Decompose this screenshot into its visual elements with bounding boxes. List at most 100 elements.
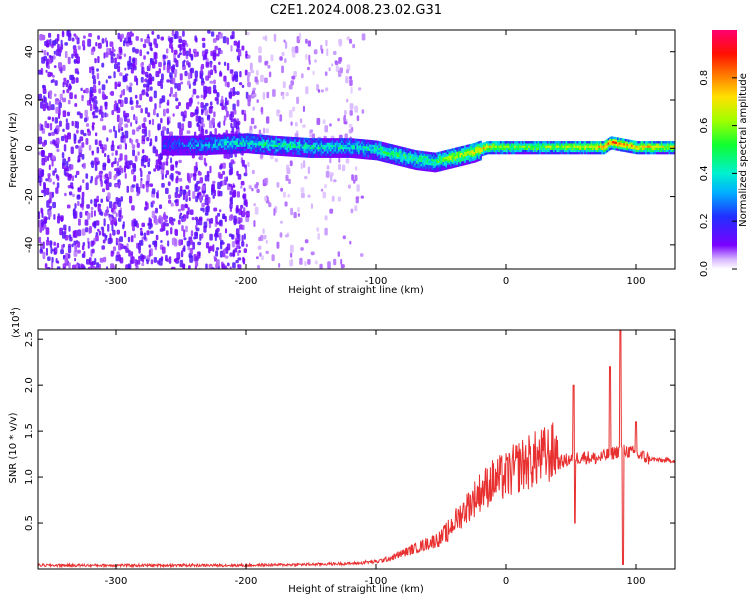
heatmap-ridge-cell bbox=[289, 154, 292, 157]
heatmap-noise-cell bbox=[236, 91, 240, 96]
heatmap-noise-cell bbox=[223, 115, 227, 121]
heatmap-ridge-cell bbox=[384, 151, 387, 154]
heatmap-ridge-cell bbox=[272, 146, 275, 149]
heatmap-noise-cell bbox=[264, 177, 268, 184]
heatmap-ridge-cell bbox=[259, 134, 262, 137]
heatmap-ridge-cell bbox=[228, 142, 231, 146]
heatmap-noise-cell bbox=[356, 115, 360, 122]
heatmap-noise-cell bbox=[225, 106, 228, 112]
heatmap-noise-cell bbox=[222, 263, 225, 269]
heatmap-noise-cell bbox=[100, 211, 104, 216]
heatmap-ridge-cell bbox=[367, 155, 370, 158]
heatmap-ridge-cell bbox=[169, 148, 172, 152]
heatmap-noise-cell bbox=[219, 103, 223, 107]
heatmap-ridge-cell bbox=[337, 151, 340, 154]
heatmap-ridge-cell bbox=[342, 138, 345, 141]
heatmap-ridge-cell bbox=[381, 155, 384, 158]
heatmap-ridge-cell bbox=[164, 142, 167, 145]
heatmap-noise-cell bbox=[266, 91, 270, 99]
heatmap-ridge-cell bbox=[241, 140, 244, 143]
heatmap-ridge-cell bbox=[333, 138, 336, 141]
heatmap-ridge-cell bbox=[417, 163, 420, 166]
heatmap-ridge-cell bbox=[170, 142, 174, 145]
heatmap-noise-cell bbox=[125, 247, 129, 253]
heatmap-ridge-cell bbox=[386, 149, 389, 152]
heatmap-ridge-cell bbox=[386, 156, 389, 159]
heatmap-ridge-cell bbox=[264, 150, 267, 153]
heatmap-noise-cell bbox=[98, 230, 101, 236]
heatmap-noise-cell bbox=[233, 40, 238, 46]
snr-x-axis-label: Height of straight line (km) bbox=[288, 584, 424, 595]
heatmap-ridge-cell bbox=[362, 139, 365, 142]
heatmap-noise-cell bbox=[119, 72, 123, 77]
heatmap-noise-cell bbox=[54, 80, 58, 86]
heatmap-noise-cell bbox=[95, 42, 98, 47]
heatmap-ridge-cell bbox=[306, 148, 309, 152]
heatmap-ridge-cell bbox=[197, 150, 200, 154]
heatmap-noise-cell bbox=[129, 137, 132, 143]
heatmap-noise-cell bbox=[181, 225, 184, 232]
heatmap-ridge-cell bbox=[291, 145, 294, 148]
heatmap-ridge-cell bbox=[248, 140, 252, 143]
heatmap-ridge-cell bbox=[354, 147, 358, 150]
heatmap-noise-cell bbox=[205, 61, 210, 68]
heatmap-ridge-cell bbox=[397, 161, 400, 164]
heatmap-ridge-cell bbox=[336, 149, 339, 152]
heatmap-ridge-cell bbox=[389, 156, 392, 160]
heatmap-ridge-cell bbox=[205, 143, 208, 147]
heatmap-ridge-cell bbox=[359, 154, 362, 157]
heatmap-ridge-cell bbox=[189, 144, 192, 147]
heatmap-noise-cell bbox=[237, 40, 241, 46]
heatmap-ridge-cell bbox=[206, 150, 209, 153]
heatmap-ridge-cell bbox=[213, 147, 216, 151]
heatmap-noise-cell bbox=[179, 43, 183, 51]
heatmap-ridge-cell bbox=[397, 145, 400, 149]
heatmap-ridge-cell bbox=[289, 136, 292, 140]
heatmap-ridge-cell bbox=[213, 141, 216, 144]
heatmap-noise-cell bbox=[167, 240, 170, 247]
heatmap-ridge-cell bbox=[202, 137, 205, 140]
heatmap-ridge-cell bbox=[177, 148, 180, 152]
heatmap-noise-cell bbox=[124, 97, 128, 104]
heatmap-ridge-cell bbox=[358, 141, 361, 144]
heatmap-noise-cell bbox=[185, 50, 189, 57]
heatmap-noise-cell bbox=[345, 76, 349, 84]
heatmap-ridge-cell bbox=[404, 149, 408, 153]
heatmap-ridge-cell bbox=[344, 138, 347, 141]
heatmap-noise-cell bbox=[67, 33, 72, 41]
heatmap-ridge-cell bbox=[211, 137, 214, 140]
heatmap-noise-cell bbox=[346, 98, 349, 103]
heatmap-ridge-cell bbox=[244, 148, 247, 151]
heatmap-ridge-cell bbox=[390, 148, 393, 151]
heatmap-ridge-cell bbox=[406, 156, 409, 160]
heatmap-ridge-cell bbox=[409, 155, 412, 158]
heatmap-noise-cell bbox=[245, 167, 248, 175]
heatmap-noise-cell bbox=[199, 233, 202, 241]
heatmap-noise-cell bbox=[183, 189, 187, 195]
heatmap-ridge-cell bbox=[181, 146, 184, 149]
heatmap-noise-cell bbox=[212, 84, 217, 90]
heatmap-noise-cell bbox=[210, 31, 215, 37]
heatmap-ridge-cell bbox=[284, 143, 287, 146]
heatmap-ridge-cell bbox=[230, 136, 233, 139]
heatmap-ridge-cell bbox=[289, 141, 292, 144]
heatmap-noise-cell bbox=[170, 164, 175, 171]
heatmap-noise-cell bbox=[124, 130, 129, 139]
heatmap-ridge-cell bbox=[216, 139, 219, 142]
heatmap-ridge-cell bbox=[401, 162, 404, 165]
heatmap-ridge-cell bbox=[166, 146, 169, 149]
heatmap-noise-cell bbox=[361, 109, 365, 114]
heatmap-noise-cell bbox=[111, 110, 114, 116]
heatmap-ridge-cell bbox=[283, 140, 286, 144]
heatmap-noise-cell bbox=[208, 106, 213, 114]
heatmap-ridge-cell bbox=[353, 147, 356, 150]
heatmap-noise-cell bbox=[177, 122, 182, 129]
heatmap-ridge-cell bbox=[178, 150, 181, 154]
heatmap-ridge-cell bbox=[258, 145, 261, 148]
heatmap-noise-cell bbox=[219, 32, 223, 39]
heatmap-noise-cell bbox=[113, 217, 117, 222]
heatmap-noise-cell bbox=[329, 208, 334, 214]
heatmap-noise-cell bbox=[48, 178, 52, 183]
heatmap-ridge-cell bbox=[177, 146, 180, 149]
heatmap-noise-cell bbox=[115, 255, 119, 262]
